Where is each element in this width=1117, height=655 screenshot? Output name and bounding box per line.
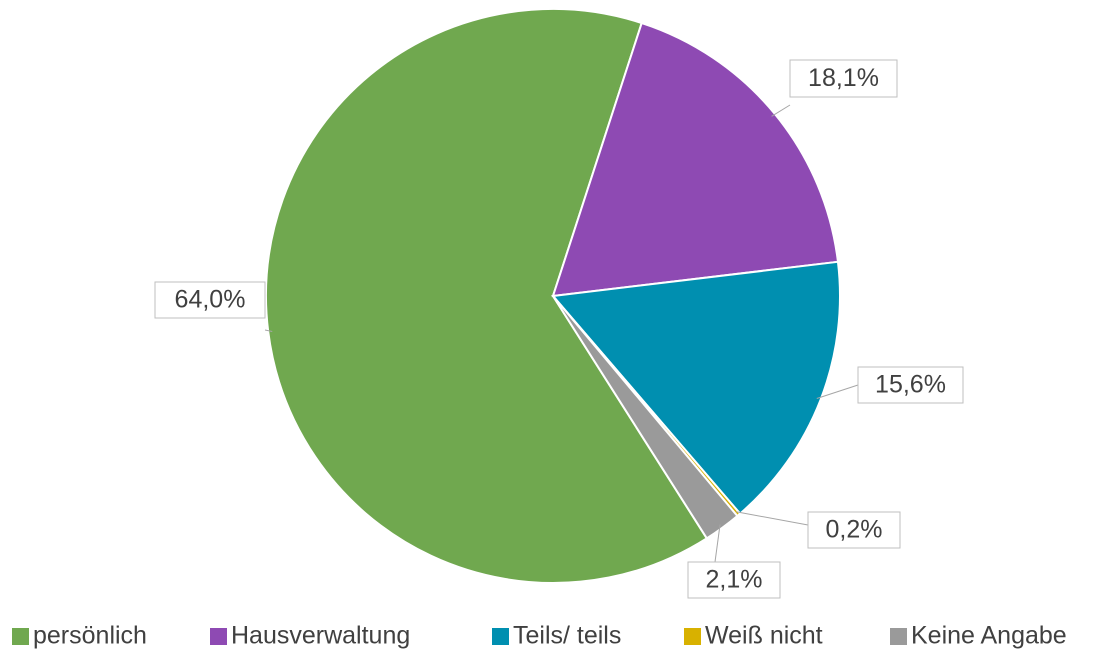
legend-swatch [684,628,701,645]
leader-line [264,329,273,332]
pie-slice [265,8,709,584]
label-box [857,366,964,404]
label-box [789,59,898,98]
data-label: 18,1% [808,64,879,92]
data-label: 0,2% [826,516,883,544]
pie-slice [552,295,739,540]
label-box [807,511,901,549]
data-label: 64,0% [175,286,246,314]
data-label: 15,6% [875,371,946,399]
legend-label: Hausverwaltung [231,622,410,650]
legend-label: Weiß nicht [705,622,823,650]
label-box [154,281,266,319]
label-box [687,561,781,599]
legend-label: Keine Angabe [911,622,1067,650]
data-label: 2,1% [706,566,763,594]
leader-line [816,384,859,399]
legend-swatch [210,628,227,645]
legend-swatch [492,628,509,645]
legend-swatch [890,628,907,645]
pie-slice [551,21,840,298]
legend-label: Teils/ teils [513,622,621,650]
leader-line [714,524,721,563]
legend-label: persönlich [33,622,147,650]
legend-swatch [12,628,29,645]
pie-slice [551,260,841,516]
leader-line [736,511,809,526]
leader-line [771,104,791,117]
